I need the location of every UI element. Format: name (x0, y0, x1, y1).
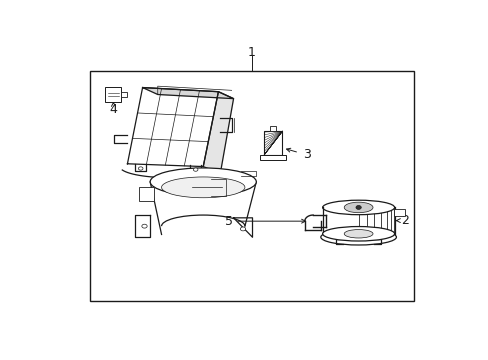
Text: 5: 5 (224, 215, 232, 228)
Bar (105, 87, 121, 102)
Circle shape (193, 168, 198, 171)
Text: 1: 1 (247, 46, 255, 59)
Bar (264, 131, 282, 155)
Ellipse shape (150, 168, 256, 196)
Bar (264, 131, 282, 155)
Bar (89, 71, 413, 301)
Ellipse shape (161, 177, 244, 198)
Ellipse shape (322, 226, 394, 241)
Bar (270, 126, 276, 131)
Polygon shape (142, 87, 233, 99)
Text: 2: 2 (401, 214, 408, 227)
Circle shape (240, 227, 245, 231)
Ellipse shape (320, 229, 396, 245)
Ellipse shape (322, 200, 394, 215)
Polygon shape (203, 92, 233, 174)
Ellipse shape (344, 230, 372, 238)
Bar (260, 155, 285, 160)
Bar (139, 187, 154, 201)
Circle shape (355, 206, 361, 210)
Text: 3: 3 (302, 148, 310, 161)
Ellipse shape (344, 202, 372, 213)
Circle shape (142, 224, 147, 228)
Text: 4: 4 (109, 103, 117, 116)
Bar (121, 92, 127, 97)
Bar (393, 209, 405, 216)
Circle shape (138, 167, 142, 170)
